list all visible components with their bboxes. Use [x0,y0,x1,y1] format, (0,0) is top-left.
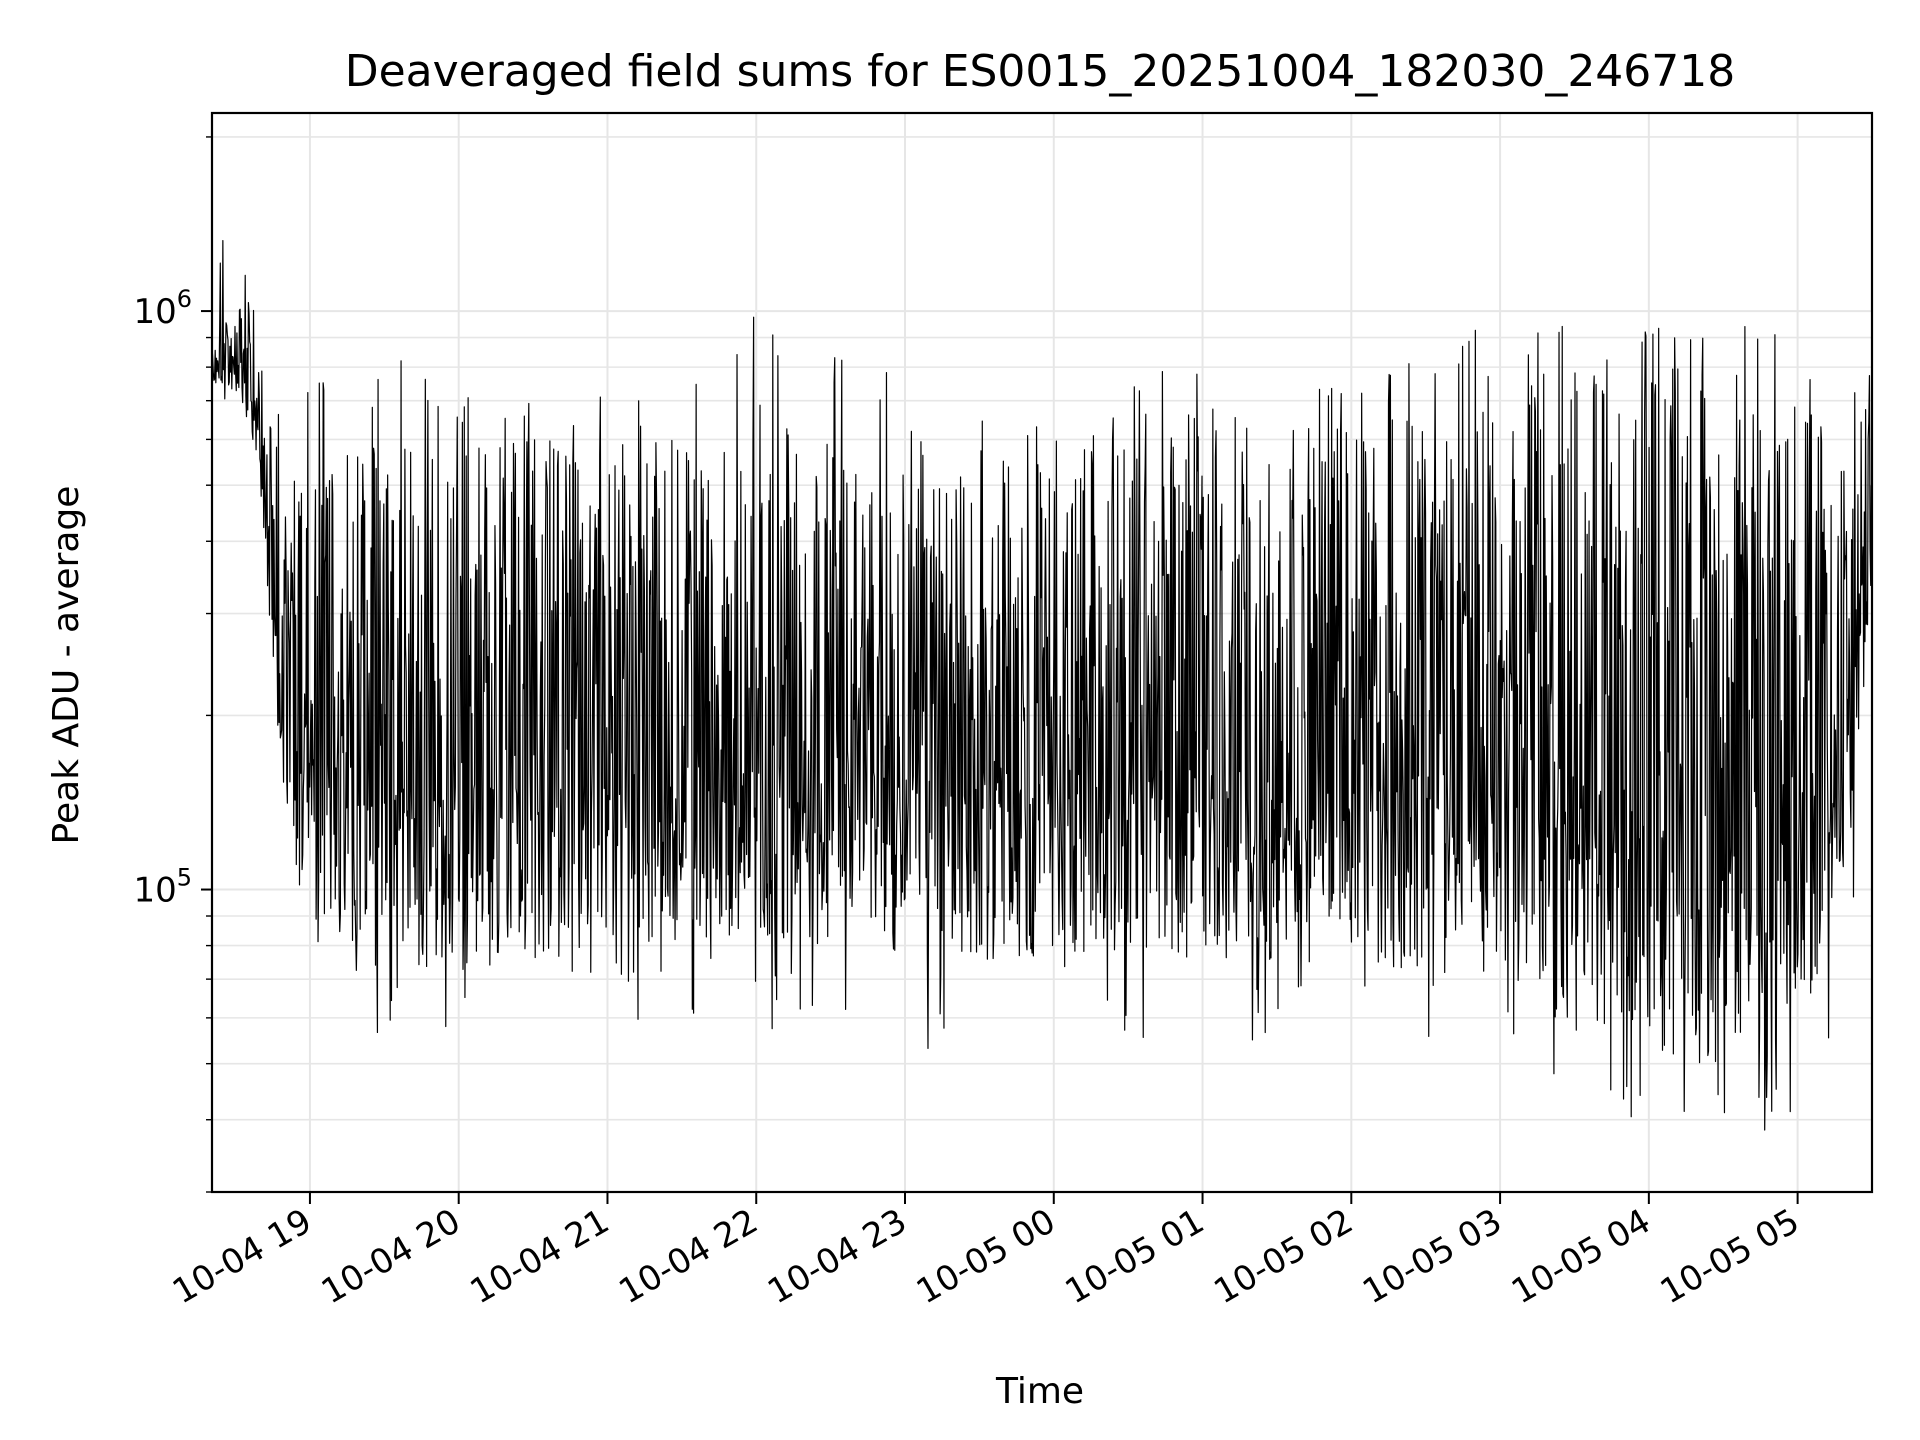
x-axis-label: Time [995,1371,1084,1412]
y-tick-label-base: 10 [133,292,176,332]
data-layer [211,240,1873,1131]
y-tick-label: 106 [133,285,192,332]
y-tick-label-exponent: 5 [177,864,192,892]
y-tick-label: 105 [133,864,192,911]
y-tick-label-base: 10 [133,871,176,911]
series-line [211,240,1873,1131]
y-axis-label: Peak ADU - average [46,486,87,845]
plot-area-frame [210,111,1874,1194]
chart-title: Deaveraged field sums for ES0015_2025100… [345,46,1736,97]
y-tick-label-exponent: 6 [177,285,192,313]
